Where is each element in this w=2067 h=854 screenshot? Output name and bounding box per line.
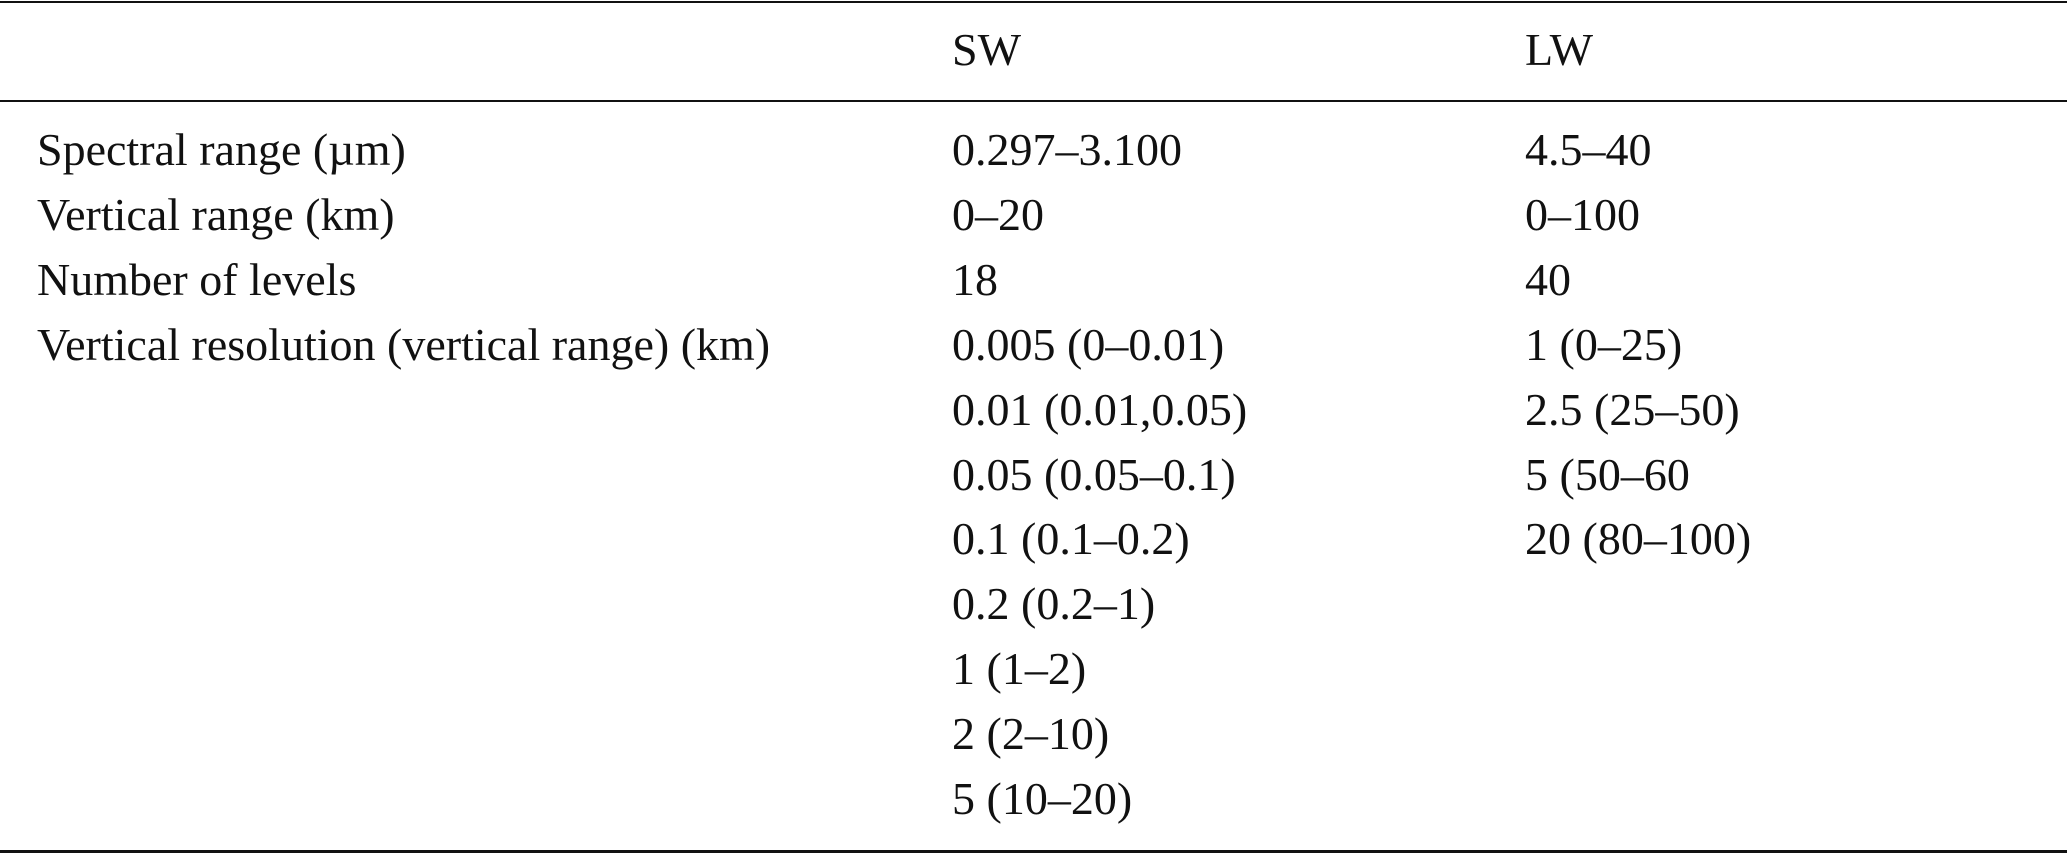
row-label: Vertical range (km) bbox=[37, 188, 395, 240]
row-label: Number of levels bbox=[37, 253, 357, 305]
cell: 1 (1–2) bbox=[952, 643, 1087, 695]
row-label: Vertical resolution (vertical range) (km… bbox=[37, 318, 771, 370]
top-rule bbox=[0, 1, 2067, 3]
cell: 0.1 (0.1–0.2) bbox=[952, 513, 1190, 565]
cell: 0.297–3.100 bbox=[952, 124, 1182, 175]
cell: 0–100 bbox=[1525, 188, 1640, 240]
cell: 0–20 bbox=[952, 188, 1044, 240]
column-header: LW bbox=[1525, 24, 1594, 75]
cell: 2.5 (25–50) bbox=[1525, 383, 1740, 435]
cell: 0.05 (0.05–0.1) bbox=[952, 448, 1236, 500]
cell: 40 bbox=[1525, 253, 1571, 305]
bottom-rule bbox=[0, 850, 2067, 853]
cell: 4.5–40 bbox=[1525, 124, 1652, 175]
cell: 0.2 (0.2–1) bbox=[952, 578, 1156, 630]
cell: 5 (10–20) bbox=[952, 773, 1133, 824]
cell: 2 (2–10) bbox=[952, 708, 1110, 760]
cell: 0.01 (0.01,0.05) bbox=[952, 383, 1248, 435]
cell: 1 (0–25) bbox=[1525, 318, 1683, 370]
row-label: Spectral range (µm) bbox=[37, 124, 406, 175]
header-rule bbox=[0, 100, 2067, 102]
cell: 18 bbox=[952, 253, 998, 305]
cell: 20 (80–100) bbox=[1525, 513, 1752, 565]
cell: 0.005 (0–0.01) bbox=[952, 318, 1225, 370]
cell: 5 (50–60 bbox=[1525, 448, 1690, 500]
column-header: SW bbox=[952, 24, 1021, 75]
